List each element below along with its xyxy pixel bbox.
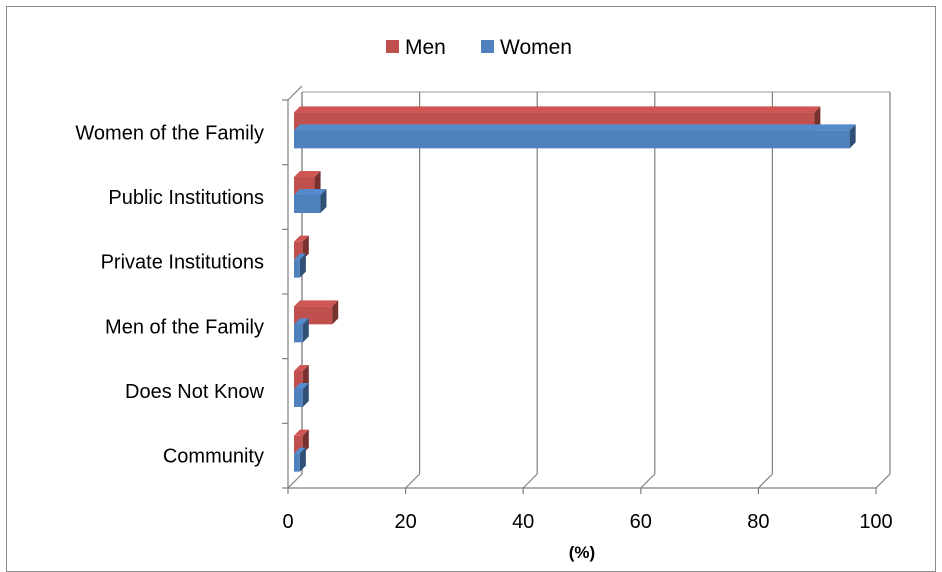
- bar-top-face: [294, 318, 309, 325]
- floor-gridline: [875, 473, 891, 489]
- gridlines: [287, 91, 891, 489]
- bar-women: [294, 189, 327, 213]
- bar-front-face: [294, 453, 300, 472]
- bar-front-face: [294, 195, 321, 213]
- legend-swatch-women: [481, 40, 494, 53]
- category-label: Private Institutions: [101, 252, 264, 274]
- floor-gridline: [405, 473, 421, 489]
- bars: [294, 106, 856, 472]
- floor-gridline: [522, 473, 538, 489]
- bar-front-face: [294, 324, 303, 343]
- bar-top-face: [294, 447, 306, 454]
- bar-side-face: [814, 106, 821, 131]
- bar-top-face: [294, 106, 821, 113]
- bar-side-face: [320, 189, 327, 213]
- bar-front-face: [294, 389, 303, 407]
- legend-label-men: Men: [405, 36, 446, 59]
- bar-women: [294, 124, 856, 149]
- category-label: Community: [163, 446, 264, 468]
- chart-frame: [6, 6, 936, 572]
- bar-top-face: [294, 365, 309, 371]
- bar-front-face: [294, 130, 850, 149]
- legend-swatch-men: [386, 40, 399, 53]
- bar-side-face: [302, 235, 309, 260]
- x-axis-title: (%): [569, 543, 595, 562]
- category-labels: Women of the Family Public Institutions Pr…: [75, 122, 264, 467]
- bar-women: [294, 447, 306, 472]
- category-label: Public Institutions: [108, 187, 264, 209]
- bar-top-face: [294, 124, 856, 131]
- bar-top-face: [294, 189, 327, 195]
- bar-top-face: [294, 300, 339, 307]
- floor-gridline: [640, 473, 656, 489]
- bar-front-face: [294, 259, 300, 278]
- legend-label-women: Women: [500, 36, 572, 59]
- x-tick-label: 80: [747, 511, 769, 533]
- bar-men: [294, 235, 309, 260]
- bar-top-face: [294, 171, 321, 177]
- bar-women: [294, 253, 306, 278]
- legend: Men Women: [386, 36, 572, 59]
- x-tick-label: 20: [394, 511, 416, 533]
- bar-front-face: [294, 241, 303, 260]
- left-wall-top: [287, 85, 303, 101]
- bar-side-face: [302, 318, 309, 343]
- bar-top-face: [294, 383, 309, 389]
- x-tick-label: 60: [630, 511, 652, 533]
- bar-women: [294, 383, 309, 407]
- x-tick-label: 0: [282, 511, 293, 533]
- bar-front-face: [294, 371, 303, 389]
- category-label: Women of the Family: [75, 122, 264, 144]
- floor-gridline: [757, 473, 773, 489]
- x-tick-labels: 0 20 40 60 80 100: [282, 511, 892, 533]
- bar-top-face: [294, 235, 309, 242]
- category-label: Does Not Know: [125, 381, 265, 403]
- bar-top-face: [294, 429, 309, 436]
- bar-women: [294, 318, 309, 343]
- axes: [282, 85, 877, 494]
- bar-side-face: [299, 447, 306, 472]
- x-tick-label: 40: [512, 511, 534, 533]
- bar-side-face: [302, 383, 309, 407]
- category-label: Men of the Family: [105, 316, 264, 338]
- bar-top-face: [294, 253, 306, 260]
- x-tick-label: 100: [859, 511, 892, 533]
- bar-side-face: [849, 124, 856, 149]
- bar-side-face: [299, 253, 306, 278]
- floor-gridline: [287, 473, 303, 489]
- bar-side-face: [332, 300, 339, 325]
- bar-front-face: [294, 435, 303, 454]
